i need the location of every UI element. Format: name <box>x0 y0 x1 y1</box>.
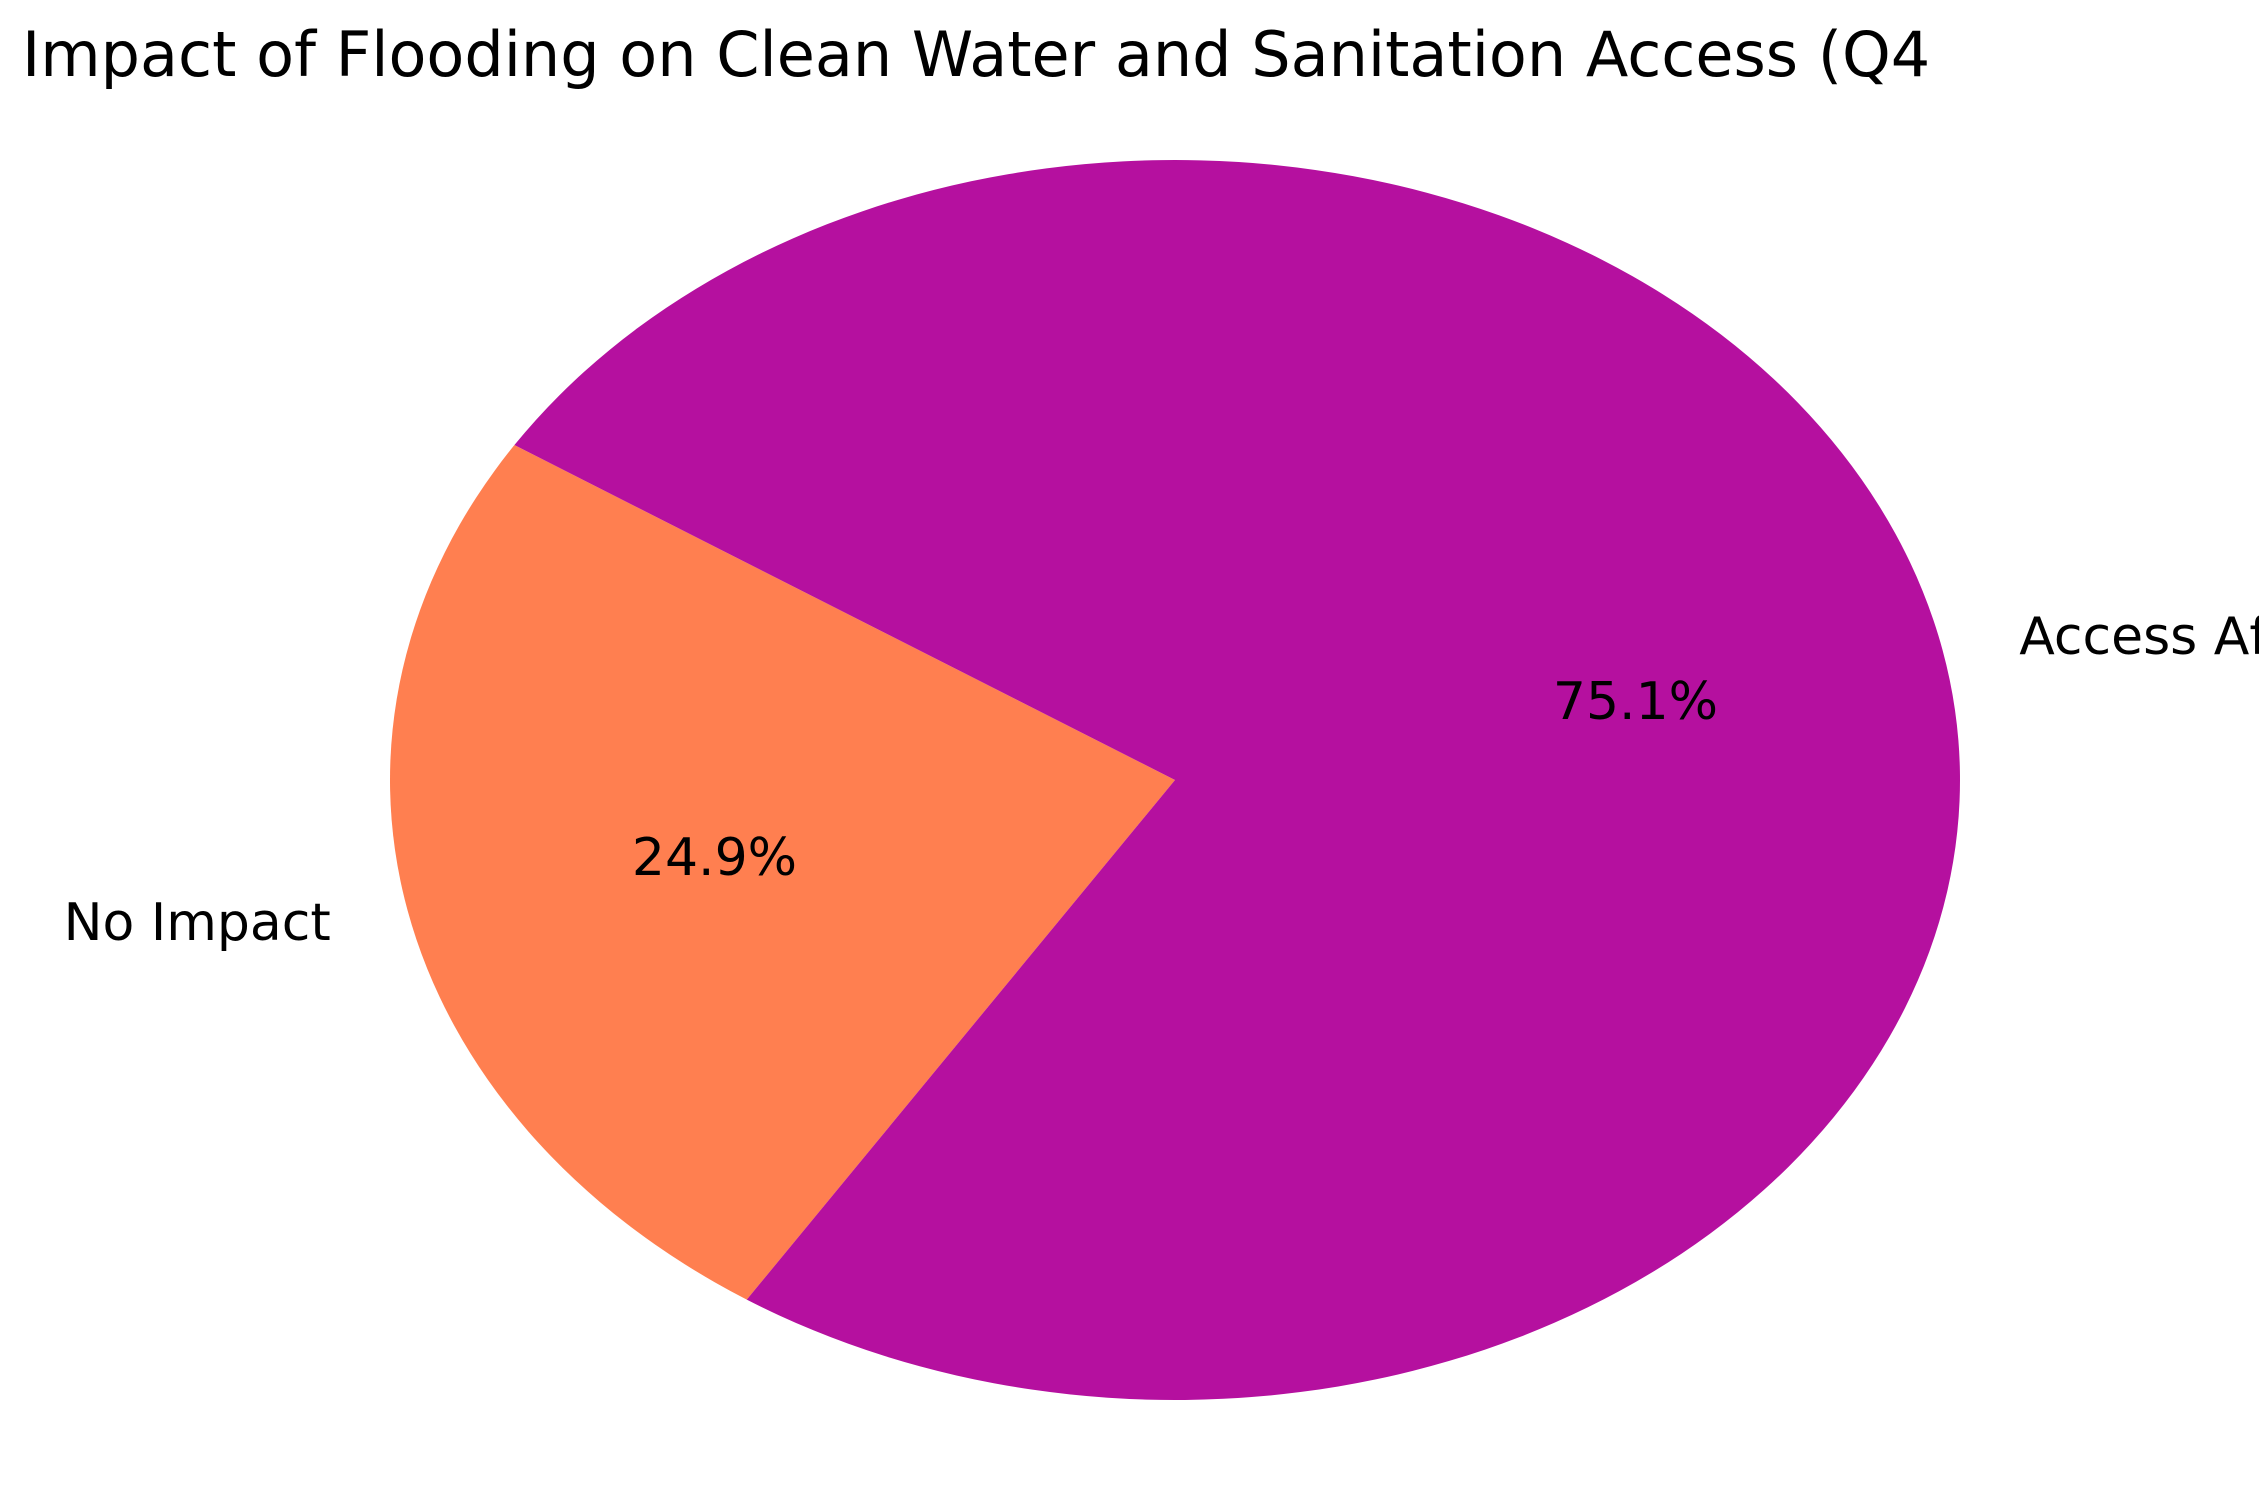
chart-title: Impact of Flooding on Clean Water and Sa… <box>22 18 1930 91</box>
pie-slice-no-impact <box>389 445 1175 1300</box>
pie-labels: 24.9% No Impact 75.1% Access Affected <box>64 607 2259 953</box>
pct-label-access-affected: 75.1% <box>1553 672 1718 732</box>
slice-label-no-impact: No Impact <box>64 893 331 953</box>
pie-slices <box>389 160 1960 1400</box>
pct-label-no-impact: 24.9% <box>632 828 797 888</box>
slice-label-access-affected: Access Affected <box>2019 607 2259 667</box>
pie-slice-access-affected <box>514 160 1960 1400</box>
